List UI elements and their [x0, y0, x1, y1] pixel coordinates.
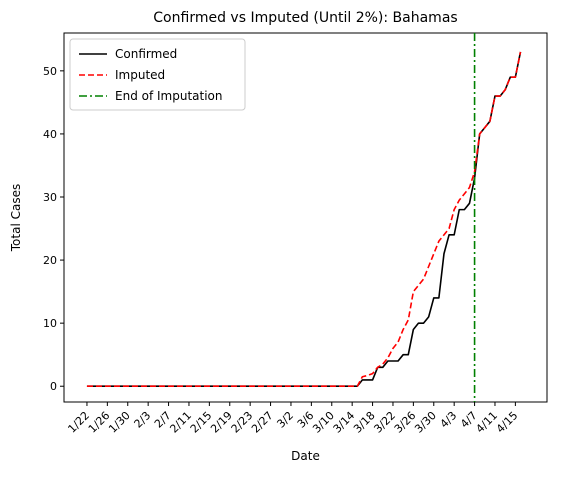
- x-tick-label: 4/15: [494, 409, 521, 436]
- legend-label: End of Imputation: [115, 89, 223, 103]
- x-tick-label: 3/22: [371, 409, 398, 436]
- x-tick-label: 3/30: [412, 409, 439, 436]
- x-tick-label: 2/27: [249, 409, 276, 436]
- x-tick-label: 3/26: [392, 409, 419, 436]
- y-tick-label: 40: [43, 128, 57, 141]
- y-tick-label: 30: [43, 191, 57, 204]
- x-tick-label: 1/30: [106, 409, 133, 436]
- y-tick-label: 10: [43, 317, 57, 330]
- x-tick-label: 4/3: [438, 409, 460, 431]
- x-axis-label: Date: [291, 449, 320, 463]
- y-tick-label: 50: [43, 65, 57, 78]
- x-tick-label: 4/11: [473, 409, 500, 436]
- chart-title: Confirmed vs Imputed (Until 2%): Bahamas: [153, 10, 457, 26]
- y-tick-label: 0: [50, 380, 57, 393]
- x-tick-label: 1/26: [86, 409, 113, 436]
- x-tick-label: 3/10: [310, 409, 337, 436]
- x-tick-label: 2/15: [188, 409, 215, 436]
- series-line-imputed: [86, 51, 522, 388]
- x-tick-label: 2/3: [132, 409, 154, 431]
- legend-box: [69, 38, 246, 111]
- x-tick-label: 3/2: [274, 409, 296, 431]
- x-tick-label: 2/11: [167, 409, 194, 436]
- x-tick-label: 3/14: [331, 409, 358, 436]
- y-tick-label: 20: [43, 254, 57, 267]
- plot-frame: [63, 32, 548, 403]
- legend-label: Imputed: [115, 68, 165, 82]
- x-tick-label: 2/19: [208, 409, 235, 436]
- x-tick-label: 2/23: [229, 409, 256, 436]
- y-axis-label: Total Cases: [9, 184, 23, 252]
- legend-label: Confirmed: [115, 47, 177, 61]
- x-tick-label: 3/18: [351, 409, 378, 436]
- x-tick-label: 1/22: [65, 409, 92, 436]
